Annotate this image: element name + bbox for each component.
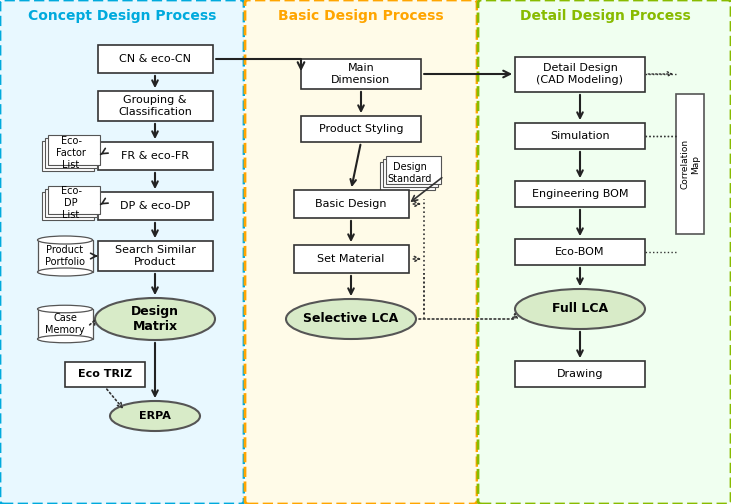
FancyBboxPatch shape <box>515 239 645 265</box>
Text: Selective LCA: Selective LCA <box>303 312 398 326</box>
Text: Basic Design Process: Basic Design Process <box>279 9 444 23</box>
Text: Main
Dimension: Main Dimension <box>331 63 390 85</box>
Text: Engineering BOM: Engineering BOM <box>531 189 628 199</box>
FancyBboxPatch shape <box>97 241 213 271</box>
FancyBboxPatch shape <box>97 142 213 170</box>
Ellipse shape <box>37 305 93 313</box>
FancyBboxPatch shape <box>48 135 100 165</box>
Text: Grouping &
Classification: Grouping & Classification <box>118 95 192 117</box>
Text: Product Styling: Product Styling <box>319 124 404 134</box>
FancyBboxPatch shape <box>37 309 93 339</box>
Text: Search Similar
Product: Search Similar Product <box>115 245 195 267</box>
FancyBboxPatch shape <box>42 192 94 220</box>
FancyBboxPatch shape <box>301 116 421 142</box>
Text: ERPA: ERPA <box>139 411 171 421</box>
FancyBboxPatch shape <box>37 240 93 272</box>
Text: Product
Portfolio: Product Portfolio <box>45 245 85 267</box>
Text: Correlation
Map: Correlation Map <box>681 139 700 189</box>
Text: Design
Standard: Design Standard <box>388 162 432 184</box>
FancyBboxPatch shape <box>65 361 145 387</box>
Text: Simulation: Simulation <box>550 131 610 141</box>
Text: Eco-BOM: Eco-BOM <box>556 247 605 257</box>
FancyBboxPatch shape <box>294 190 409 218</box>
FancyBboxPatch shape <box>97 91 213 121</box>
Ellipse shape <box>110 401 200 431</box>
Text: Basic Design: Basic Design <box>315 199 387 209</box>
FancyBboxPatch shape <box>515 123 645 149</box>
FancyBboxPatch shape <box>382 159 437 187</box>
FancyBboxPatch shape <box>294 245 409 273</box>
FancyBboxPatch shape <box>0 0 244 504</box>
Ellipse shape <box>37 268 93 276</box>
Ellipse shape <box>95 298 215 340</box>
Text: Eco-
DP
List: Eco- DP List <box>61 186 81 220</box>
Text: Eco TRIZ: Eco TRIZ <box>78 369 132 379</box>
Ellipse shape <box>286 299 416 339</box>
FancyBboxPatch shape <box>97 192 213 220</box>
Text: Set Material: Set Material <box>317 254 385 264</box>
Text: Detail Design Process: Detail Design Process <box>520 9 690 23</box>
Ellipse shape <box>37 236 93 244</box>
FancyBboxPatch shape <box>385 156 441 184</box>
FancyBboxPatch shape <box>301 59 421 89</box>
Text: CN & eco-CN: CN & eco-CN <box>119 54 191 64</box>
Text: Concept Design Process: Concept Design Process <box>28 9 216 23</box>
Text: DP & eco-DP: DP & eco-DP <box>120 201 190 211</box>
Ellipse shape <box>515 289 645 329</box>
Text: Case
Memory: Case Memory <box>45 313 85 335</box>
FancyBboxPatch shape <box>45 138 97 168</box>
FancyBboxPatch shape <box>245 0 477 504</box>
FancyBboxPatch shape <box>515 361 645 387</box>
Text: Design
Matrix: Design Matrix <box>131 305 179 333</box>
FancyBboxPatch shape <box>515 56 645 92</box>
FancyBboxPatch shape <box>478 0 731 504</box>
FancyBboxPatch shape <box>676 94 704 234</box>
Text: Eco-
Factor
List: Eco- Factor List <box>56 137 86 170</box>
Text: Detail Design
(CAD Modeling): Detail Design (CAD Modeling) <box>537 63 624 85</box>
FancyBboxPatch shape <box>45 189 97 217</box>
FancyBboxPatch shape <box>42 141 94 171</box>
FancyBboxPatch shape <box>379 162 434 190</box>
FancyBboxPatch shape <box>515 181 645 207</box>
Text: Drawing: Drawing <box>557 369 603 379</box>
Text: FR & eco-FR: FR & eco-FR <box>121 151 189 161</box>
FancyBboxPatch shape <box>48 186 100 214</box>
Text: Full LCA: Full LCA <box>552 302 608 316</box>
Ellipse shape <box>37 335 93 343</box>
FancyBboxPatch shape <box>97 45 213 73</box>
